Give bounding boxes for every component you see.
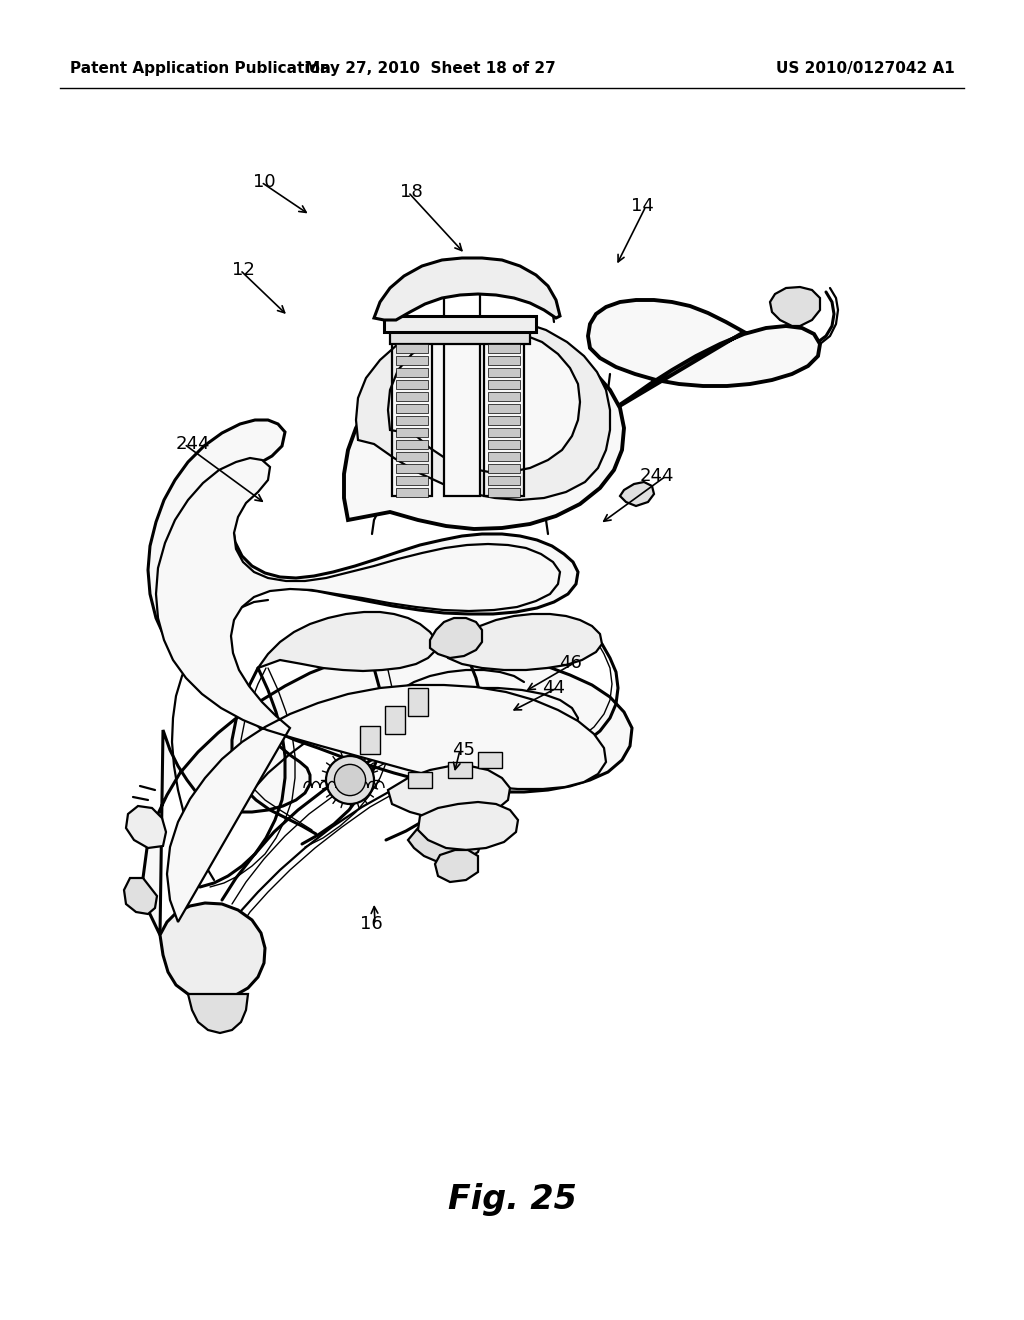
Polygon shape <box>124 878 157 913</box>
Polygon shape <box>396 380 428 389</box>
Polygon shape <box>143 420 632 935</box>
Polygon shape <box>396 428 428 437</box>
Circle shape <box>326 756 374 804</box>
Polygon shape <box>396 416 428 425</box>
Polygon shape <box>385 706 406 734</box>
Polygon shape <box>344 342 624 529</box>
Polygon shape <box>442 614 602 671</box>
Text: Fig. 25: Fig. 25 <box>447 1184 577 1217</box>
Polygon shape <box>488 392 520 401</box>
Polygon shape <box>478 752 502 768</box>
Polygon shape <box>418 803 518 850</box>
Text: 12: 12 <box>232 261 255 279</box>
Text: 45: 45 <box>452 741 475 759</box>
Polygon shape <box>488 356 520 366</box>
Polygon shape <box>396 488 428 498</box>
Polygon shape <box>488 465 520 473</box>
Polygon shape <box>396 345 428 352</box>
Polygon shape <box>356 319 610 500</box>
Polygon shape <box>360 726 380 754</box>
Polygon shape <box>374 257 560 319</box>
Text: US 2010/0127042 A1: US 2010/0127042 A1 <box>776 61 955 75</box>
Polygon shape <box>396 465 428 473</box>
Polygon shape <box>388 766 510 820</box>
Polygon shape <box>488 416 520 425</box>
Circle shape <box>335 764 366 796</box>
Polygon shape <box>488 488 520 498</box>
Text: May 27, 2010  Sheet 18 of 27: May 27, 2010 Sheet 18 of 27 <box>304 61 555 75</box>
Polygon shape <box>396 392 428 401</box>
Polygon shape <box>396 404 428 413</box>
Text: 18: 18 <box>400 183 423 201</box>
Polygon shape <box>488 451 520 461</box>
Polygon shape <box>408 688 428 715</box>
Polygon shape <box>488 380 520 389</box>
Polygon shape <box>396 440 428 449</box>
Polygon shape <box>258 612 436 671</box>
Polygon shape <box>384 315 536 333</box>
Polygon shape <box>430 618 482 657</box>
Polygon shape <box>488 404 520 413</box>
Text: 14: 14 <box>631 197 654 215</box>
Polygon shape <box>188 994 248 1034</box>
Polygon shape <box>396 356 428 366</box>
Polygon shape <box>488 345 520 352</box>
Text: 44: 44 <box>542 678 565 697</box>
Polygon shape <box>449 762 472 777</box>
Polygon shape <box>156 458 606 921</box>
Polygon shape <box>435 850 478 882</box>
Polygon shape <box>396 368 428 378</box>
Polygon shape <box>588 300 820 420</box>
Polygon shape <box>488 428 520 437</box>
Polygon shape <box>444 338 480 496</box>
Polygon shape <box>388 330 580 473</box>
Polygon shape <box>396 451 428 461</box>
Text: Patent Application Publication: Patent Application Publication <box>70 61 331 75</box>
Text: 16: 16 <box>360 915 383 933</box>
Text: 244: 244 <box>176 436 211 453</box>
Polygon shape <box>488 477 520 484</box>
Polygon shape <box>396 477 428 484</box>
Polygon shape <box>488 440 520 449</box>
Text: 244: 244 <box>640 467 674 484</box>
Polygon shape <box>620 482 654 506</box>
Polygon shape <box>126 807 166 847</box>
Text: 10: 10 <box>253 173 275 191</box>
Polygon shape <box>408 772 432 788</box>
Polygon shape <box>408 816 482 865</box>
Text: 46: 46 <box>559 653 582 672</box>
Polygon shape <box>488 368 520 378</box>
Polygon shape <box>390 330 530 345</box>
Polygon shape <box>160 903 265 1001</box>
Polygon shape <box>770 286 820 326</box>
